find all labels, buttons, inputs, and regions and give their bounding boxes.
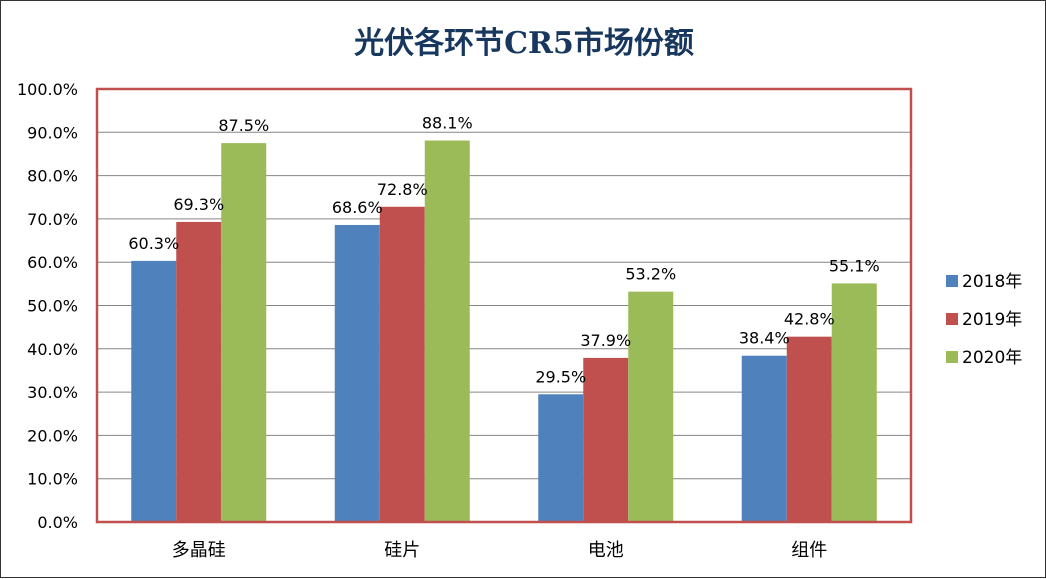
y-tick-label: 20.0%	[27, 426, 78, 445]
y-tick-label: 100.0%	[17, 80, 78, 99]
data-label: 72.8%	[377, 180, 428, 199]
legend-label: 2018年	[962, 272, 1022, 292]
bar	[741, 355, 787, 522]
legend-label: 2019年	[962, 310, 1022, 330]
legend-swatch	[946, 275, 958, 287]
bar	[379, 206, 425, 522]
bar	[583, 357, 629, 522]
legend-swatch	[946, 313, 958, 325]
data-label: 37.9%	[580, 331, 631, 350]
legend: 2018年 2019年 2020年	[946, 272, 1022, 368]
data-labels: 60.3% 68.6% 29.5% 38.4% 69.3% 72.8% 37.9% 42.8%…	[128, 114, 879, 387]
y-tick-label: 10.0%	[27, 470, 78, 489]
x-tick-label: 组件	[791, 540, 827, 561]
y-tick-label: 70.0%	[27, 210, 78, 229]
bar	[628, 291, 674, 522]
bar	[221, 143, 267, 522]
legend-swatch	[946, 351, 958, 363]
bar	[538, 394, 584, 522]
bar	[176, 221, 222, 522]
y-tick-label: 30.0%	[27, 383, 78, 402]
data-label: 55.1%	[829, 256, 880, 275]
y-tick-label: 0.0%	[37, 513, 78, 532]
x-tick-label: 电池	[588, 540, 624, 561]
data-label: 68.6%	[332, 198, 383, 217]
y-tick-label: 50.0%	[27, 297, 78, 316]
bar	[131, 260, 177, 522]
bars	[131, 140, 877, 523]
data-label: 38.4%	[739, 329, 790, 348]
bar	[786, 336, 832, 522]
chart-title: 光伏各环节CR5市场份额	[354, 26, 694, 61]
plot-area-border	[95, 87, 913, 524]
y-tick-label: 40.0%	[27, 340, 78, 359]
data-label: 42.8%	[784, 310, 835, 329]
data-label: 53.2%	[625, 265, 676, 284]
data-label: 60.3%	[128, 234, 179, 253]
data-label: 87.5%	[218, 116, 269, 135]
legend-label: 2020年	[962, 348, 1022, 368]
data-label: 69.3%	[173, 195, 224, 214]
y-tick-label: 80.0%	[27, 167, 78, 186]
bar	[424, 140, 470, 523]
axes: 0.0% 10.0% 20.0% 30.0% 40.0% 50.0% 60.0% 70.0% 8…	[17, 80, 913, 561]
bar	[334, 224, 380, 522]
data-label: 88.1%	[422, 114, 473, 133]
y-tick-label: 90.0%	[27, 123, 78, 142]
data-label: 29.5%	[535, 367, 586, 386]
x-tick-label: 硅片	[384, 540, 420, 561]
bar	[831, 283, 877, 522]
y-tick-label: 60.0%	[27, 253, 78, 272]
x-tick-label: 多晶硅	[172, 540, 226, 561]
